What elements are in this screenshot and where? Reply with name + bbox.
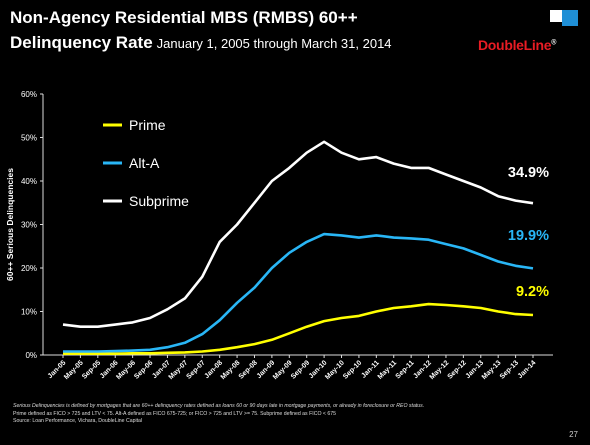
x-tick-label: Sep-05: [81, 359, 102, 380]
y-tick-label: 60%: [21, 90, 37, 99]
y-axis-label: 60++ Serious Delinquencies: [5, 168, 15, 281]
x-tick-label: Sep-06: [133, 359, 154, 380]
x-tick-label: May-07: [168, 359, 190, 381]
x-tick-label: May-09: [272, 359, 294, 381]
legend-label: Prime: [129, 117, 166, 133]
legend-label: Alt-A: [129, 155, 160, 171]
x-tick-label: May-06: [115, 359, 137, 381]
page-title: Non-Agency Residential MBS (RMBS) 60++: [10, 8, 358, 27]
x-tick-label: Sep-12: [447, 359, 468, 380]
series-line-alta: [63, 232, 534, 353]
footnote-line: Source: Loan Performance, Vichara, Doubl…: [13, 418, 143, 424]
page-title-line2: Delinquency Rate January 1, 2005 through …: [10, 33, 392, 53]
x-tick-label: Sep-09: [290, 359, 311, 380]
y-tick-label: 30%: [21, 221, 37, 230]
x-tick-label: Sep-07: [185, 359, 206, 380]
x-tick-label: Sep-13: [499, 359, 520, 380]
page-number: 27: [569, 430, 578, 439]
x-tick-label: May-10: [324, 359, 346, 381]
logo-text: DoubleLine®: [478, 37, 556, 53]
doubleline-logo: DoubleLine®: [478, 10, 578, 58]
logo-square-white: [550, 10, 562, 22]
x-tick-label: May-12: [429, 359, 451, 381]
footnote-line: Serious Delinquencies is defined by mort…: [13, 403, 425, 409]
series-line-subprime: [62, 140, 534, 329]
logo-registered-mark: ®: [551, 39, 557, 47]
x-tick-label: May-13: [481, 359, 503, 381]
series-end-label: 34.9%: [508, 165, 549, 181]
series-end-label: 19.9%: [508, 228, 549, 244]
logo-wordmark: DoubleLine: [478, 37, 552, 53]
page-title-main: Delinquency Rate: [10, 33, 153, 52]
logo-square-blue: [562, 10, 578, 26]
y-tick-label: 50%: [21, 134, 37, 143]
y-tick-label: 10%: [21, 308, 37, 317]
x-tick-label: May-05: [63, 359, 85, 381]
x-tick-label: Sep-10: [342, 359, 363, 380]
x-tick-label: Sep-11: [395, 359, 416, 380]
y-tick-label: 40%: [21, 177, 37, 186]
series-end-label: 9.2%: [516, 284, 549, 300]
series-line-prime: [63, 302, 534, 356]
footnote-line: Prime defined as FICO > 725 and LTV < 75…: [13, 410, 337, 417]
x-tick-label: Jan-14: [517, 359, 538, 380]
legend-label: Subprime: [129, 193, 189, 209]
footnote: Serious Delinquencies is defined by mort…: [13, 403, 533, 426]
x-tick-label: May-08: [220, 359, 242, 381]
y-tick-label: 20%: [21, 264, 37, 273]
y-tick-label: 0%: [25, 351, 37, 360]
x-tick-label: May-11: [377, 359, 399, 381]
page-subtitle: January 1, 2005 through March 31, 2014: [156, 36, 392, 51]
x-tick-label: Sep-08: [238, 359, 259, 380]
